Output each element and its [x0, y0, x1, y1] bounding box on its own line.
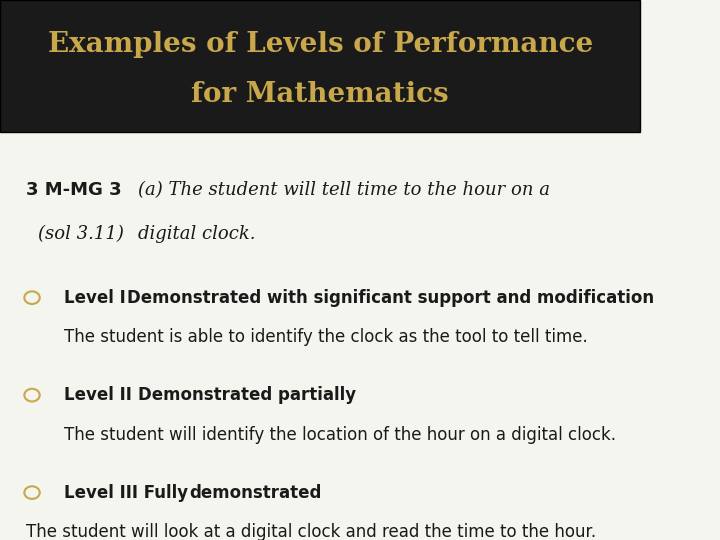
Text: Demonstrated with significant support and modification: Demonstrated with significant support an…	[127, 289, 654, 307]
Text: demonstrated: demonstrated	[189, 484, 321, 502]
Text: Demonstrated partially: Demonstrated partially	[138, 386, 356, 404]
Text: (sol 3.11): (sol 3.11)	[38, 225, 125, 244]
Text: The student is able to identify the clock as the tool to tell time.: The student is able to identify the cloc…	[64, 328, 588, 346]
Text: 3 M-MG 3: 3 M-MG 3	[26, 181, 121, 199]
Text: Examples of Levels of Performance: Examples of Levels of Performance	[48, 31, 593, 58]
Text: The student will look at a digital clock and read the time to the hour.: The student will look at a digital clock…	[26, 523, 595, 540]
Text: Level I: Level I	[64, 289, 132, 307]
Text: for Mathematics: for Mathematics	[192, 82, 449, 109]
Text: Level II: Level II	[64, 386, 138, 404]
Text: The student will identify the location of the hour on a digital clock.: The student will identify the location o…	[64, 426, 616, 444]
FancyBboxPatch shape	[0, 0, 640, 132]
Text: Level III Fully: Level III Fully	[64, 484, 194, 502]
Text: (a) The student will tell time to the hour on a: (a) The student will tell time to the ho…	[138, 181, 549, 199]
Text: digital clock.: digital clock.	[138, 225, 255, 244]
